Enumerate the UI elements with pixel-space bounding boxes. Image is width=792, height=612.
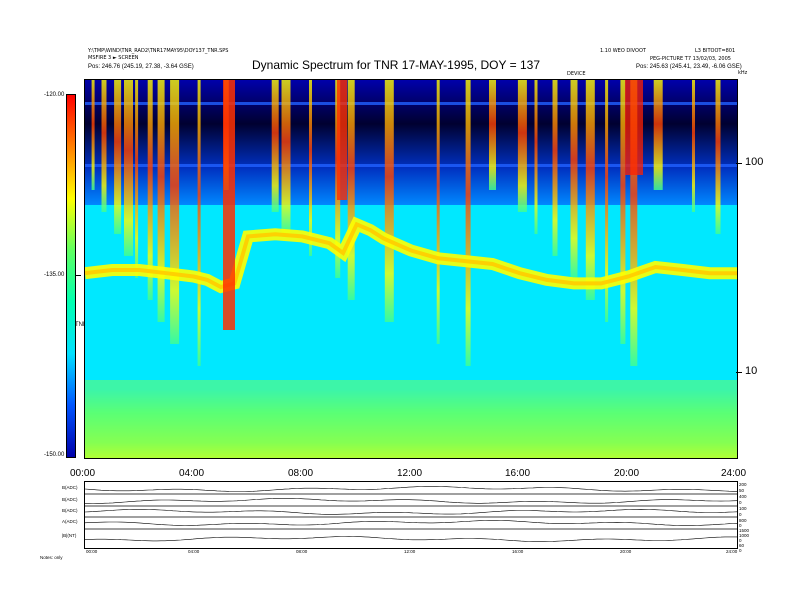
colorbar-axis-label: TNR: [75, 322, 88, 328]
header-right-position: Pos: 245.63 (245.41, 23.49, -6.06 GSE): [636, 64, 742, 70]
type3-burst: [465, 80, 471, 366]
type3-burst: [309, 80, 312, 256]
summary-trace: [84, 536, 737, 543]
type3-burst: [534, 80, 538, 234]
type3-burst: [585, 80, 595, 300]
summary-right-label: 0: [739, 523, 742, 528]
summary-x-tick: 24:00: [726, 549, 738, 554]
interference-line: [85, 164, 737, 167]
summary-label: B(ADC): [62, 508, 78, 513]
type3-burst: [653, 80, 663, 190]
interference-line: [85, 102, 737, 105]
summary-right-label: 200: [739, 482, 747, 487]
header-left-position: Pos: 246.76 (245.19, 27.38, -3.64 GSE): [88, 64, 194, 70]
type3-burst: [715, 80, 721, 234]
summary-panel: [84, 481, 738, 549]
summary-label: A(ADC): [62, 519, 78, 524]
summary-x-tick: 16:00: [512, 549, 524, 554]
x-tick-label: 08:00: [288, 468, 314, 479]
y-tick-mark: [736, 163, 742, 164]
summary-trace: [84, 520, 738, 526]
type3-burst: [124, 80, 133, 256]
header-device-label: DEVICE: [567, 71, 586, 77]
summary-right-label: 0: [739, 512, 742, 517]
summary-right-label: 0: [739, 538, 742, 543]
type3-burst: [170, 80, 180, 344]
type3-burst: [271, 80, 279, 212]
x-tick-label: 00:00: [70, 468, 96, 479]
summary-right-label: 1000: [739, 533, 750, 538]
header-file-path: Y:\TMP\WIND\TNR_RAD2\TNR17MAY95\DOY137_T…: [88, 48, 229, 54]
spectrogram-plot: [84, 79, 738, 459]
type3-burst: [570, 80, 578, 278]
y-tick-mark: [736, 372, 742, 373]
summary-x-tick: 08:00: [296, 549, 308, 554]
type3-burst: [91, 80, 95, 190]
summary-canvas: [84, 486, 738, 543]
type3-burst: [605, 80, 609, 322]
strong-burst: [337, 80, 347, 200]
type3-burst: [384, 80, 394, 322]
strong-burst: [625, 80, 643, 175]
header-right-line2: PEG-PICTURE T7 13/02/03, 2005: [650, 56, 731, 62]
summary-trace: [85, 498, 738, 504]
type3-burst: [489, 80, 496, 190]
summary-right-label: 400: [739, 494, 747, 499]
summary-right-label: 800: [739, 518, 747, 523]
summary-trace: [84, 486, 737, 492]
summary-right-label: 100: [739, 506, 747, 511]
strong-burst: [223, 80, 235, 330]
type3-burst: [281, 80, 291, 234]
type3-burst: [101, 80, 107, 212]
x-tick-label: 20:00: [614, 468, 640, 479]
colorbar: [66, 94, 76, 458]
y-tick-label: 100: [745, 156, 764, 168]
x-tick-label: 24:00: [721, 468, 747, 479]
summary-label: B(ADC): [62, 497, 78, 502]
type3-burst: [630, 80, 638, 366]
summary-right-label: 0: [739, 500, 742, 505]
summary-right-label: 1500: [739, 528, 750, 533]
plasma-line-core: [85, 221, 737, 290]
x-tick-label: 04:00: [179, 468, 205, 479]
colorbar-tick-label: -150.00: [44, 452, 65, 458]
summary-x-tick: 00:00: [86, 549, 98, 554]
summary-x-tick: 12:00: [404, 549, 416, 554]
colorbar-tick-mark: [76, 275, 81, 276]
type3-burst: [197, 80, 201, 366]
summary-right-label: 50: [739, 488, 745, 493]
summary-right-label: 0: [739, 548, 742, 553]
type3-burst: [347, 80, 355, 300]
colorbar-tick-label: -120.00: [44, 92, 65, 98]
type3-burst: [114, 80, 122, 234]
type3-burst: [552, 80, 558, 256]
summary-footer-label: Notes: only: [40, 555, 63, 560]
summary-label: |B|(NT): [62, 533, 77, 538]
colorbar-tick-label: -135.00: [44, 272, 65, 278]
type3-burst: [692, 80, 695, 212]
header-right-top: L3 BITOOT=801: [695, 48, 736, 54]
type3-burst: [157, 80, 165, 322]
summary-x-tick: 20:00: [620, 549, 632, 554]
y-tick-label: 10: [745, 365, 758, 377]
low-freq-band: [85, 380, 737, 458]
chart-title: Dynamic Spectrum for TNR 17-MAY-1995, DO…: [251, 58, 540, 72]
summary-trace: [84, 508, 738, 515]
type3-burst: [620, 80, 626, 344]
summary-label: B(ADC): [62, 485, 78, 490]
x-tick-label: 16:00: [505, 468, 531, 479]
corner-unit-label: kHz: [738, 70, 748, 76]
type3-burst: [517, 80, 527, 212]
spectrogram-canvas: [85, 80, 737, 458]
type3-burst: [436, 80, 440, 344]
header-right-mid: 1.10 WEO DIVOOT: [600, 48, 646, 54]
header-screen-label: MSFIRE 3 ► SCREEN: [88, 55, 139, 61]
type3-burst: [135, 80, 139, 278]
type3-burst: [147, 80, 153, 300]
x-tick-label: 12:00: [397, 468, 423, 479]
summary-right-label: 60: [739, 543, 745, 548]
summary-x-tick: 04:00: [188, 549, 200, 554]
